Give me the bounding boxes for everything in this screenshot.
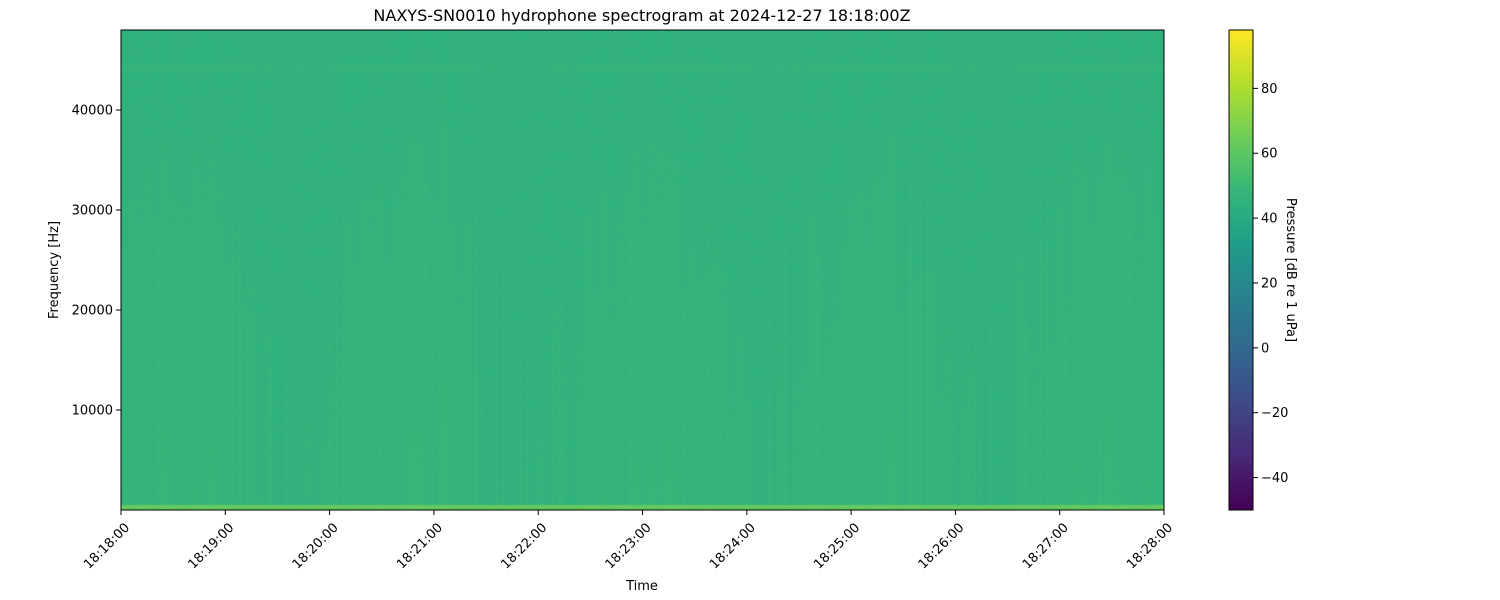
- colorbar-frame: [1228, 29, 1254, 511]
- spectrogram-image: [121, 30, 1164, 510]
- y-tick-label: 40000: [72, 104, 113, 119]
- x-tick-label: 18:28:00: [1124, 520, 1176, 572]
- colorbar-tick-label: 60: [1261, 147, 1278, 162]
- colorbar-gradient: [1229, 30, 1253, 510]
- x-axis-label: Time: [625, 579, 658, 594]
- x-tick-label: 18:26:00: [916, 520, 968, 572]
- x-tick-label: 18:23:00: [603, 520, 655, 572]
- y-tick-label: 20000: [72, 304, 113, 319]
- x-tick-label: 18:21:00: [394, 520, 446, 572]
- y-tick-label: 10000: [72, 404, 113, 419]
- chart-title: NAXYS-SN0010 hydrophone spectrogram at 2…: [373, 6, 910, 25]
- colorbar-label: Pressure [dB re 1 uPa]: [1283, 198, 1298, 342]
- x-tick-label: 18:20:00: [290, 520, 342, 572]
- x-tick-label: 18:24:00: [707, 520, 759, 572]
- x-tick-label: 18:27:00: [1020, 520, 1072, 572]
- colorbar-tick-label: −40: [1261, 471, 1288, 486]
- y-axis-label: Frequency [Hz]: [47, 221, 62, 319]
- plot-frame: [120, 29, 1165, 511]
- x-tick-label: 18:18:00: [81, 520, 133, 572]
- colorbar-tick-label: −20: [1261, 406, 1288, 421]
- colorbar-tick-label: 40: [1261, 212, 1278, 227]
- y-tick-label: 30000: [72, 204, 113, 219]
- x-tick-label: 18:22:00: [498, 520, 550, 572]
- x-tick-label: 18:25:00: [811, 520, 863, 572]
- colorbar-tick-label: 0: [1261, 341, 1269, 356]
- x-tick-label: 18:19:00: [185, 520, 237, 572]
- colorbar-tick-label: 80: [1261, 82, 1278, 97]
- colorbar-tick-label: 20: [1261, 276, 1278, 291]
